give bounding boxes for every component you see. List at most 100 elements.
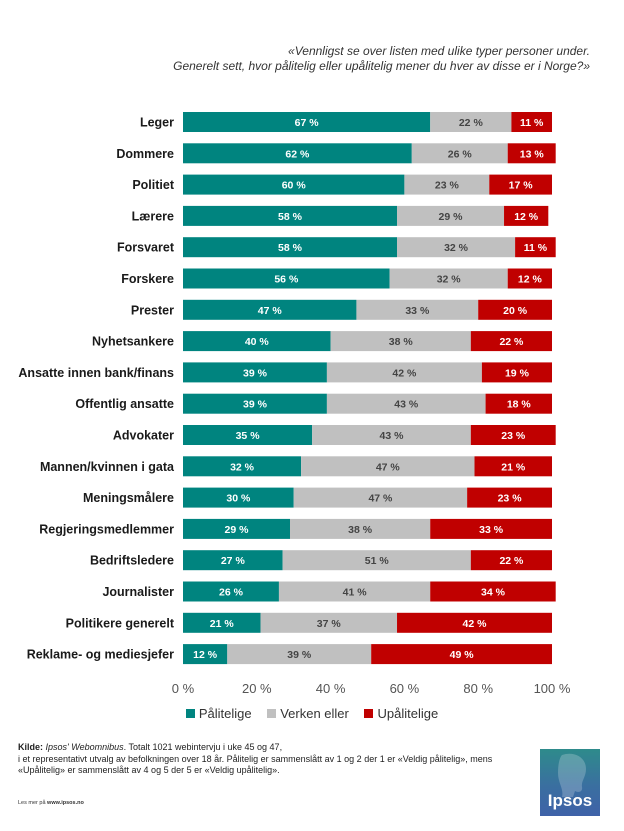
data-label-pålitelige-offentlig-ansatte: 39 % <box>243 399 268 411</box>
data-label-upålitelige-forsvaret: 11 % <box>524 242 548 254</box>
bar-verken-eller-forsvaret <box>397 237 516 258</box>
legend-label-upalitelige: Upålitelige <box>377 706 439 721</box>
source-kilde-label: Kilde: <box>18 742 44 752</box>
data-label-pålitelige-forsvaret: 58 % <box>278 242 303 254</box>
data-label-pålitelige-regjeringsmedlemmer: 29 % <box>225 524 250 536</box>
data-label-pålitelige-bedriftsledere: 27 % <box>221 555 246 567</box>
bar-pålitelige-reklame-og-mediesjefer <box>183 644 228 665</box>
bar-upålitelige-journalister <box>430 581 556 602</box>
bar-pålitelige-regjeringsmedlemmer <box>183 518 291 539</box>
bar-upålitelige-meningsmålere <box>467 487 552 508</box>
bar-pålitelige-dommere <box>183 143 412 164</box>
bar-pålitelige-bedriftsledere <box>183 550 283 571</box>
legend-swatch-upalitelige <box>364 709 374 718</box>
bar-pålitelige-journalister <box>183 581 279 602</box>
data-label-pålitelige-forskere: 56 % <box>274 274 299 286</box>
read-more-prefix: Les mer på <box>18 800 48 806</box>
bar-upålitelige-regjeringsmedlemmer <box>430 518 552 539</box>
category-label-journalister: Journalister <box>102 585 174 599</box>
category-label-forsvaret: Forsvaret <box>117 241 175 255</box>
data-label-pålitelige-meningsmålere: 30 % <box>226 493 251 505</box>
bar-upålitelige-dommere <box>507 143 556 164</box>
bar-verken-eller-forskere <box>389 268 508 289</box>
data-label-verken-eller-meningsmålere: 47 % <box>368 493 393 505</box>
bar-pålitelige-forskere <box>183 268 390 289</box>
source-line-2: i et representativt utvalg av befolkning… <box>18 753 493 764</box>
bar-pålitelige-forsvaret <box>183 237 398 258</box>
bar-pålitelige-advokater <box>183 425 313 445</box>
data-label-pålitelige-lærere: 58 % <box>278 211 303 223</box>
bar-verken-eller-leger <box>430 112 512 132</box>
logo-text: Ipsos <box>547 791 593 810</box>
bar-verken-eller-meningsmålere <box>293 487 468 508</box>
category-label-reklame-og-mediesjefer: Reklame- og mediesjefer <box>27 648 174 662</box>
data-label-verken-eller-mannen-kvinnen-i-gata: 47 % <box>376 461 401 473</box>
bar-upålitelige-advokater <box>470 425 556 445</box>
data-label-verken-eller-reklame-og-mediesjefer: 39 % <box>287 649 312 661</box>
bar-verken-eller-bedriftsledere <box>282 550 471 571</box>
category-label-dommere: Dommere <box>116 147 174 161</box>
data-label-verken-eller-forsvaret: 32 % <box>444 242 469 254</box>
data-label-pålitelige-ansatte-innen-bank-finans: 39 % <box>243 367 268 379</box>
x-tick-label-4: 80 % <box>463 681 493 696</box>
data-label-verken-eller-ansatte-innen-bank-finans: 42 % <box>392 367 417 379</box>
bar-upålitelige-reklame-og-mediesjefer <box>371 644 552 665</box>
data-label-verken-eller-prester: 33 % <box>405 305 430 317</box>
data-label-upålitelige-ansatte-innen-bank-finans: 19 % <box>505 367 530 379</box>
bar-pålitelige-prester <box>183 299 357 320</box>
bar-upålitelige-bedriftsledere <box>470 550 552 571</box>
data-label-pålitelige-leger: 67 % <box>295 117 320 129</box>
category-label-prester: Prester <box>131 303 174 317</box>
category-label-mannen-kvinnen-i-gata: Mannen/kvinnen i gata <box>40 460 175 474</box>
category-label-politiet: Politiet <box>132 178 175 192</box>
data-label-verken-eller-lærere: 29 % <box>439 211 464 223</box>
data-label-verken-eller-bedriftsledere: 51 % <box>365 555 390 567</box>
stacked-bar-chart: Leger 67 % 22 % 11 % Dommere 62 % 26 % 13 % Poli… <box>18 112 571 696</box>
data-label-upålitelige-dommere: 13 % <box>520 148 545 160</box>
data-label-verken-eller-leger: 22 % <box>459 117 484 129</box>
bar-pålitelige-politikere-generelt <box>183 612 261 633</box>
bar-upålitelige-leger <box>511 112 552 132</box>
data-label-verken-eller-journalister: 41 % <box>343 587 368 599</box>
bar-pålitelige-mannen-kvinnen-i-gata <box>183 456 302 477</box>
category-label-forskere: Forskere <box>121 272 174 286</box>
logo-head-icon <box>558 753 586 797</box>
data-label-verken-eller-offentlig-ansatte: 43 % <box>394 399 419 411</box>
bar-verken-eller-offentlig-ansatte <box>326 393 486 414</box>
data-label-pålitelige-politiet: 60 % <box>282 180 307 192</box>
category-label-regjeringsmedlemmer: Regjeringsmedlemmer <box>39 522 174 536</box>
source-note: Kilde: Ipsos' Webomnibus. Totalt 1021 we… <box>18 742 523 777</box>
bar-verken-eller-journalister <box>278 581 431 602</box>
category-label-lærere: Lærere <box>132 209 174 223</box>
data-label-upålitelige-mannen-kvinnen-i-gata: 21 % <box>501 461 526 473</box>
chart-legend: Pålitelige Verken eller Upålitelige <box>0 706 624 721</box>
bar-pålitelige-meningsmålere <box>183 487 294 508</box>
bar-verken-eller-reklame-og-mediesjefer <box>227 644 372 665</box>
data-label-pålitelige-reklame-og-mediesjefer: 12 % <box>193 649 218 661</box>
bar-upålitelige-politikere-generelt <box>397 612 552 633</box>
bar-upålitelige-nyhetsankere <box>470 331 552 352</box>
data-label-upålitelige-bedriftsledere: 22 % <box>499 555 524 567</box>
data-label-pålitelige-prester: 47 % <box>258 305 283 317</box>
x-tick-label-2: 40 % <box>316 681 346 696</box>
bar-verken-eller-dommere <box>411 143 508 164</box>
read-more-link[interactable]: www.ipsos.no <box>47 800 84 806</box>
source-line-3: «Upålitelig» er sammenslått av 4 og 5 de… <box>18 765 280 775</box>
data-label-upålitelige-politikere-generelt: 42 % <box>463 618 488 630</box>
data-label-upålitelige-journalister: 34 % <box>481 587 506 599</box>
bar-verken-eller-ansatte-innen-bank-finans <box>326 362 482 383</box>
bar-verken-eller-politikere-generelt <box>260 612 398 633</box>
data-label-upålitelige-nyhetsankere: 22 % <box>499 336 524 348</box>
category-label-advokater: Advokater <box>113 429 174 443</box>
bar-pålitelige-ansatte-innen-bank-finans <box>183 362 327 383</box>
bar-verken-eller-nyhetsankere <box>330 331 471 352</box>
data-label-upålitelige-offentlig-ansatte: 18 % <box>507 399 532 411</box>
data-label-upålitelige-lærere: 12 % <box>514 211 539 223</box>
bar-upålitelige-offentlig-ansatte <box>485 393 552 414</box>
bar-verken-eller-lærere <box>397 205 505 226</box>
data-label-verken-eller-dommere: 26 % <box>448 148 473 160</box>
bar-verken-eller-politiet <box>404 174 490 195</box>
data-label-verken-eller-regjeringsmedlemmer: 38 % <box>348 524 373 536</box>
bar-verken-eller-prester <box>356 299 479 320</box>
data-label-verken-eller-politikere-generelt: 37 % <box>317 618 342 630</box>
